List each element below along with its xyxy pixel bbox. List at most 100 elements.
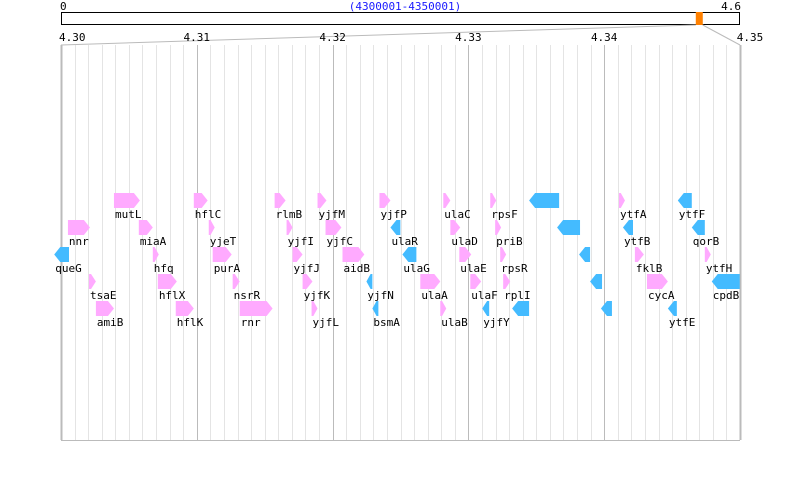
forward-gene-arrow[interactable] — [157, 274, 177, 289]
gene-purA[interactable]: purA — [212, 247, 241, 275]
reverse-gene-arrow[interactable] — [557, 220, 581, 235]
gene-qorB[interactable]: qorB — [691, 220, 720, 248]
genome-overview[interactable]: 0 4.6 (4300001-4350001) — [60, 0, 741, 46]
gene-yjfN[interactable]: yjfN — [366, 274, 394, 302]
forward-gene-arrow[interactable] — [325, 220, 342, 235]
forward-gene-arrow[interactable] — [88, 274, 96, 289]
gene-yjfC[interactable]: yjfC — [325, 220, 354, 248]
forward-gene-arrow[interactable] — [443, 193, 451, 208]
reverse-gene-arrow[interactable] — [512, 301, 530, 316]
gene-priB[interactable]: priB — [495, 220, 523, 248]
gene-unnamed[interactable] — [579, 247, 591, 262]
forward-gene-arrow[interactable] — [208, 220, 215, 235]
gene-unnamed[interactable] — [529, 193, 560, 208]
reverse-gene-arrow[interactable] — [529, 193, 560, 208]
forward-gene-arrow[interactable] — [634, 247, 644, 262]
forward-gene-arrow[interactable] — [619, 193, 625, 208]
reverse-gene-arrow[interactable] — [579, 247, 591, 262]
gene-bsmA[interactable]: bsmA — [372, 301, 400, 329]
reverse-gene-arrow[interactable] — [482, 301, 490, 316]
reverse-gene-arrow[interactable] — [691, 220, 705, 235]
forward-gene-arrow[interactable] — [138, 220, 153, 235]
gene-ulaD[interactable]: ulaD — [450, 220, 478, 248]
gene-rlmB[interactable]: rlmB — [274, 193, 303, 221]
forward-gene-arrow[interactable] — [95, 301, 114, 316]
gene-ulaE[interactable]: ulaE — [459, 247, 487, 275]
forward-gene-arrow[interactable] — [379, 193, 391, 208]
gene-yjfM[interactable]: yjfM — [317, 193, 346, 221]
forward-gene-arrow[interactable] — [490, 193, 497, 208]
forward-gene-arrow[interactable] — [450, 220, 461, 235]
gene-nnr[interactable]: nnr — [67, 220, 90, 248]
gene-hflK[interactable]: hflK — [175, 301, 204, 329]
forward-gene-arrow[interactable] — [239, 301, 273, 316]
gene-mutL[interactable]: mutL — [113, 193, 142, 221]
gene-rnr[interactable]: rnr — [239, 301, 273, 329]
reverse-gene-arrow[interactable] — [590, 274, 603, 289]
current-window-marker[interactable] — [695, 12, 703, 25]
forward-gene-arrow[interactable] — [495, 220, 502, 235]
reverse-gene-arrow[interactable] — [366, 274, 373, 289]
gene-yjfY[interactable]: yjfY — [482, 301, 510, 329]
gene-hfq[interactable]: hfq — [152, 247, 174, 275]
gene-rpsF[interactable]: rpsF — [490, 193, 518, 221]
forward-gene-arrow[interactable] — [704, 247, 711, 262]
forward-gene-arrow[interactable] — [459, 247, 472, 262]
forward-gene-arrow[interactable] — [274, 193, 286, 208]
gene-aidB[interactable]: aidB — [342, 247, 371, 275]
gene-ytfH[interactable]: ytfH — [704, 247, 733, 275]
forward-gene-arrow[interactable] — [152, 247, 159, 262]
gene-cycA[interactable]: cycA — [646, 274, 675, 302]
reverse-gene-arrow[interactable] — [600, 301, 612, 316]
forward-gene-arrow[interactable] — [302, 274, 313, 289]
gene-unnamed[interactable] — [590, 274, 603, 289]
gene-yjfI[interactable]: yjfI — [286, 220, 315, 248]
gene-ulaG[interactable]: ulaG — [402, 247, 430, 275]
gene-ulaC[interactable]: ulaC — [443, 193, 471, 221]
forward-gene-arrow[interactable] — [286, 220, 293, 235]
gene-amiB[interactable]: amiB — [95, 301, 124, 329]
gene-ulaF[interactable]: ulaF — [470, 274, 498, 302]
overview-bar[interactable] — [61, 12, 740, 25]
forward-gene-arrow[interactable] — [67, 220, 90, 235]
forward-gene-arrow[interactable] — [342, 247, 365, 262]
forward-gene-arrow[interactable] — [193, 193, 208, 208]
gene-ytfF[interactable]: ytfF — [677, 193, 706, 221]
reverse-gene-arrow[interactable] — [677, 193, 692, 208]
gene-ulaR[interactable]: ulaR — [390, 220, 418, 248]
gene-rplI[interactable]: rplI — [503, 274, 531, 302]
forward-gene-arrow[interactable] — [113, 193, 140, 208]
gene-rpsR[interactable]: rpsR — [500, 247, 528, 275]
gene-cpdB[interactable]: cpdB — [711, 274, 740, 302]
gene-tsaE[interactable]: tsaE — [88, 274, 117, 302]
gene-fklB[interactable]: fklB — [634, 247, 663, 275]
reverse-gene-arrow[interactable] — [622, 220, 633, 235]
forward-gene-arrow[interactable] — [232, 274, 240, 289]
forward-gene-arrow[interactable] — [503, 274, 511, 289]
gene-yjeT[interactable]: yjeT — [208, 220, 237, 248]
gene-yjfP[interactable]: yjfP — [379, 193, 407, 221]
forward-gene-arrow[interactable] — [212, 247, 232, 262]
gene-ytfB[interactable]: ytfB — [622, 220, 651, 248]
gene-ytfA[interactable]: ytfA — [619, 193, 647, 221]
forward-gene-arrow[interactable] — [292, 247, 303, 262]
forward-gene-arrow[interactable] — [175, 301, 194, 316]
gene-hflX[interactable]: hflX — [157, 274, 186, 302]
gene-hflC[interactable]: hflC — [193, 193, 222, 221]
forward-gene-arrow[interactable] — [311, 301, 318, 316]
gene-yjfK[interactable]: yjfK — [302, 274, 331, 302]
gene-yjfJ[interactable]: yjfJ — [292, 247, 321, 275]
forward-gene-arrow[interactable] — [317, 193, 327, 208]
gene-yjfL[interactable]: yjfL — [311, 301, 340, 329]
forward-gene-arrow[interactable] — [646, 274, 668, 289]
reverse-gene-arrow[interactable] — [667, 301, 677, 316]
reverse-gene-arrow[interactable] — [54, 247, 70, 262]
reverse-gene-arrow[interactable] — [402, 247, 417, 262]
forward-gene-arrow[interactable] — [420, 274, 441, 289]
gene-ulaB[interactable]: ulaB — [440, 301, 468, 329]
forward-gene-arrow[interactable] — [500, 247, 507, 262]
gene-queG[interactable]: queG — [54, 247, 82, 275]
gene-miaA[interactable]: miaA — [138, 220, 167, 248]
gene-unnamed[interactable] — [512, 301, 530, 316]
gene-unnamed[interactable] — [557, 220, 581, 235]
